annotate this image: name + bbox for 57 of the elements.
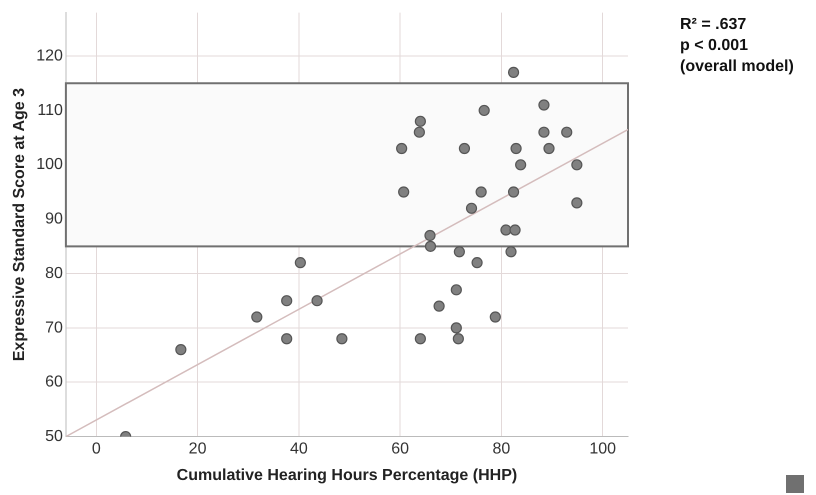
- point: [414, 126, 425, 138]
- y-tick-label: 80: [45, 264, 63, 282]
- text: p < 0.001: [680, 36, 750, 56]
- point: [414, 116, 426, 127]
- point: [571, 159, 582, 170]
- point: [490, 311, 501, 323]
- point: [508, 186, 520, 198]
- y-tick-label: 70: [45, 319, 63, 336]
- point: [294, 257, 306, 268]
- point: [509, 224, 521, 236]
- point: [478, 104, 490, 116]
- x-axis-title: Cumulative Hearing Hours Percentage (HHP): [176, 466, 518, 484]
- x-tick-label: 100: [589, 440, 616, 458]
- point: [414, 333, 426, 344]
- point: [571, 197, 582, 208]
- point: [538, 99, 550, 111]
- point: [510, 142, 522, 154]
- point: [450, 322, 462, 334]
- point: [454, 246, 465, 258]
- point: [508, 66, 520, 78]
- point: [450, 284, 462, 296]
- text: R² = .637: [680, 15, 748, 35]
- point: [281, 333, 292, 344]
- point: [561, 126, 572, 138]
- y-tick-label: 110: [37, 102, 63, 119]
- x-tick-label: 0: [92, 440, 101, 458]
- point: [466, 202, 478, 214]
- point: [434, 300, 445, 312]
- point: [543, 142, 555, 154]
- point: [175, 344, 186, 356]
- x-tick-label: 80: [492, 440, 510, 458]
- point: [471, 257, 483, 268]
- point: [336, 333, 348, 344]
- x-tick-label: 60: [391, 440, 410, 458]
- x-tick-label: 40: [290, 440, 308, 458]
- y-tick-label: 60: [45, 374, 63, 391]
- y-axis-title: Expressive Standard Score at Age 3: [11, 88, 28, 362]
- point: [476, 186, 487, 198]
- y-tick-label: 100: [36, 156, 63, 174]
- point: [398, 186, 410, 198]
- point: [251, 311, 262, 323]
- point: [505, 246, 517, 258]
- point: [424, 230, 436, 242]
- x-tick-label: 20: [188, 440, 207, 458]
- point: [424, 240, 436, 252]
- point: [311, 295, 323, 306]
- y-tick-label: 50: [45, 428, 63, 446]
- point: [396, 142, 408, 154]
- point: [515, 159, 526, 170]
- y-tick-label: 120: [36, 47, 63, 64]
- text: (overall model): [680, 57, 794, 77]
- y-tick-label: 90: [45, 210, 63, 228]
- point: [452, 333, 464, 344]
- point: [500, 224, 512, 236]
- point: [281, 295, 292, 306]
- point: [458, 142, 470, 154]
- point: [538, 126, 550, 138]
